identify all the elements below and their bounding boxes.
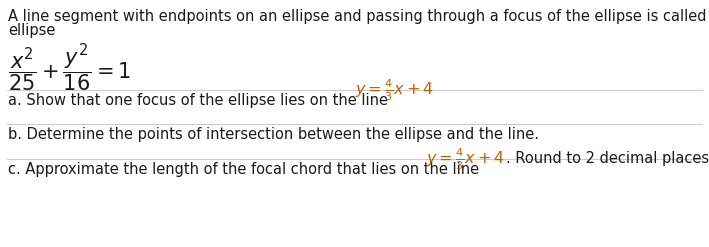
Text: c. Approximate the length of the focal chord that lies on the line: c. Approximate the length of the focal c… xyxy=(8,162,484,177)
Text: a. Show that one focus of the ellipse lies on the line: a. Show that one focus of the ellipse li… xyxy=(8,93,393,108)
Text: ellipse: ellipse xyxy=(8,23,55,38)
Text: $y = \frac{4}{3}x + 4$: $y = \frac{4}{3}x + 4$ xyxy=(355,77,434,103)
Text: A line segment with endpoints on an ellipse and passing through a focus of the e: A line segment with endpoints on an elli… xyxy=(8,9,709,24)
Text: b. Determine the points of intersection between the ellipse and the line.: b. Determine the points of intersection … xyxy=(8,127,539,142)
Text: $\dfrac{x^2}{25} + \dfrac{y^2}{16} = 1$: $\dfrac{x^2}{25} + \dfrac{y^2}{16} = 1$ xyxy=(8,42,131,94)
Text: . Round to 2 decimal places.: . Round to 2 decimal places. xyxy=(506,151,709,166)
Text: $y = \frac{4}{3}x + 4$: $y = \frac{4}{3}x + 4$ xyxy=(426,146,505,172)
